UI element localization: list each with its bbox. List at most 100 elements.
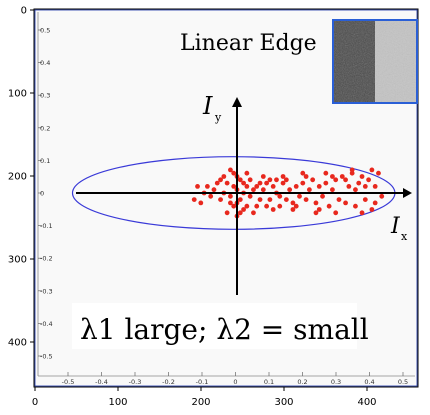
- data-point: [343, 177, 348, 183]
- data-point: [237, 197, 243, 203]
- data-point: [218, 177, 223, 183]
- data-point: [264, 203, 270, 209]
- data-point: [316, 184, 322, 189]
- inner-x-ticks: -0.5 -0.4 -0.3 -0.2 -0.1 0 0.1 0.2 0.3 0.4 0.5: [62, 372, 408, 386]
- data-point: [287, 187, 293, 193]
- caption: λ1 large; λ2 = small: [80, 313, 369, 346]
- data-point: [353, 187, 358, 193]
- data-point: [251, 210, 256, 216]
- data-point: [320, 193, 325, 199]
- outer-x-tick-label: 0: [32, 397, 38, 408]
- data-point: [316, 207, 322, 212]
- outer-x-tick-label: 300: [274, 397, 293, 408]
- data-point: [300, 170, 306, 176]
- data-point: [208, 193, 214, 199]
- inner-x-tick-label: -0.5: [62, 378, 75, 386]
- ix-axis-label: I: [390, 214, 401, 239]
- outer-x-tick-label: 200: [191, 397, 210, 408]
- data-point: [277, 193, 283, 199]
- data-point: [313, 200, 319, 206]
- inner-y-tick-label: 0.1: [40, 157, 50, 165]
- data-point: [257, 180, 263, 186]
- inner-x-tick-label: -0.3: [129, 378, 142, 386]
- data-point: [323, 170, 329, 176]
- inner-y-tick-label: -0.1: [40, 222, 53, 230]
- data-point: [372, 200, 378, 206]
- inner-x-tick-label: -0.2: [162, 378, 175, 386]
- data-point: [346, 184, 352, 189]
- data-point: [369, 207, 375, 212]
- data-point: [195, 184, 200, 189]
- data-point: [379, 193, 385, 199]
- data-point: [264, 180, 270, 186]
- data-point: [257, 197, 263, 203]
- iy-axis-subscript: y: [214, 111, 222, 124]
- data-point: [254, 184, 260, 189]
- data-point: [241, 207, 246, 212]
- data-point: [313, 210, 319, 216]
- data-point: [366, 177, 371, 183]
- data-point: [228, 200, 233, 206]
- data-point: [270, 184, 276, 189]
- inner-x-tick-label: 0.1: [264, 378, 274, 386]
- data-point: [247, 193, 253, 199]
- data-point: [267, 197, 273, 203]
- data-point: [330, 174, 335, 179]
- data-point: [303, 174, 309, 179]
- data-point: [283, 177, 289, 183]
- data-point: [356, 180, 362, 186]
- inner-y-tick-label: 0.4: [40, 59, 50, 67]
- inset-border: [332, 19, 418, 104]
- data-point: [283, 197, 289, 203]
- data-point: [293, 203, 299, 209]
- data-point: [293, 184, 299, 189]
- data-point: [274, 177, 279, 183]
- data-point: [333, 177, 339, 183]
- data-point: [323, 180, 329, 186]
- data-point: [260, 174, 266, 179]
- inner-x-tick-label: 0: [233, 378, 237, 386]
- data-point: [244, 203, 250, 209]
- data-point: [244, 184, 250, 189]
- outer-y-tick-label: 100: [8, 89, 27, 100]
- inner-x-tick-label: -0.4: [95, 378, 108, 386]
- outer-y-tick-label: 0: [21, 6, 27, 17]
- data-point: [277, 203, 283, 209]
- data-point: [362, 197, 368, 203]
- outer-x-tick-label: 400: [357, 397, 376, 408]
- data-point: [198, 200, 204, 206]
- data-point: [224, 210, 230, 216]
- data-point: [343, 200, 348, 206]
- ix-axis-arrow: [403, 188, 412, 198]
- outer-y-tick-label: 200: [8, 172, 27, 183]
- data-point: [237, 210, 243, 216]
- data-point: [218, 197, 223, 203]
- outer-x-ticks: 0 100 200 300 400: [32, 387, 377, 408]
- inner-x-tick-label: 0.5: [398, 378, 408, 386]
- outer-y-tick-label: 300: [8, 255, 27, 266]
- data-point: [214, 180, 220, 186]
- data-point: [303, 197, 309, 203]
- inner-x-tick-label: 0.2: [297, 378, 307, 386]
- data-point: [326, 203, 332, 209]
- data-point: [270, 207, 276, 212]
- data-point: [353, 203, 358, 209]
- data-point: [349, 170, 355, 176]
- data-point: [359, 210, 365, 216]
- data-point: [267, 177, 273, 183]
- data-point: [231, 170, 237, 176]
- data-point: [280, 180, 286, 186]
- scatter-points: [191, 167, 385, 219]
- data-point: [359, 174, 365, 179]
- data-point: [297, 193, 302, 199]
- data-point: [336, 197, 342, 203]
- data-point: [290, 207, 296, 212]
- inner-y-tick-label: -0.5: [40, 353, 53, 361]
- inner-y-tick-label: 0.2: [40, 124, 50, 132]
- inner-y-ticks: 0.5 0.4 0.3 0.2 0.1 0 -0.1 -0.2 -0.3 -0.4 -0.5: [38, 27, 53, 361]
- data-point: [333, 210, 339, 216]
- chart-title: Linear Edge: [180, 31, 317, 56]
- data-point: [231, 203, 237, 209]
- inner-y-tick-label: -0.4: [40, 320, 53, 328]
- data-point: [237, 177, 243, 183]
